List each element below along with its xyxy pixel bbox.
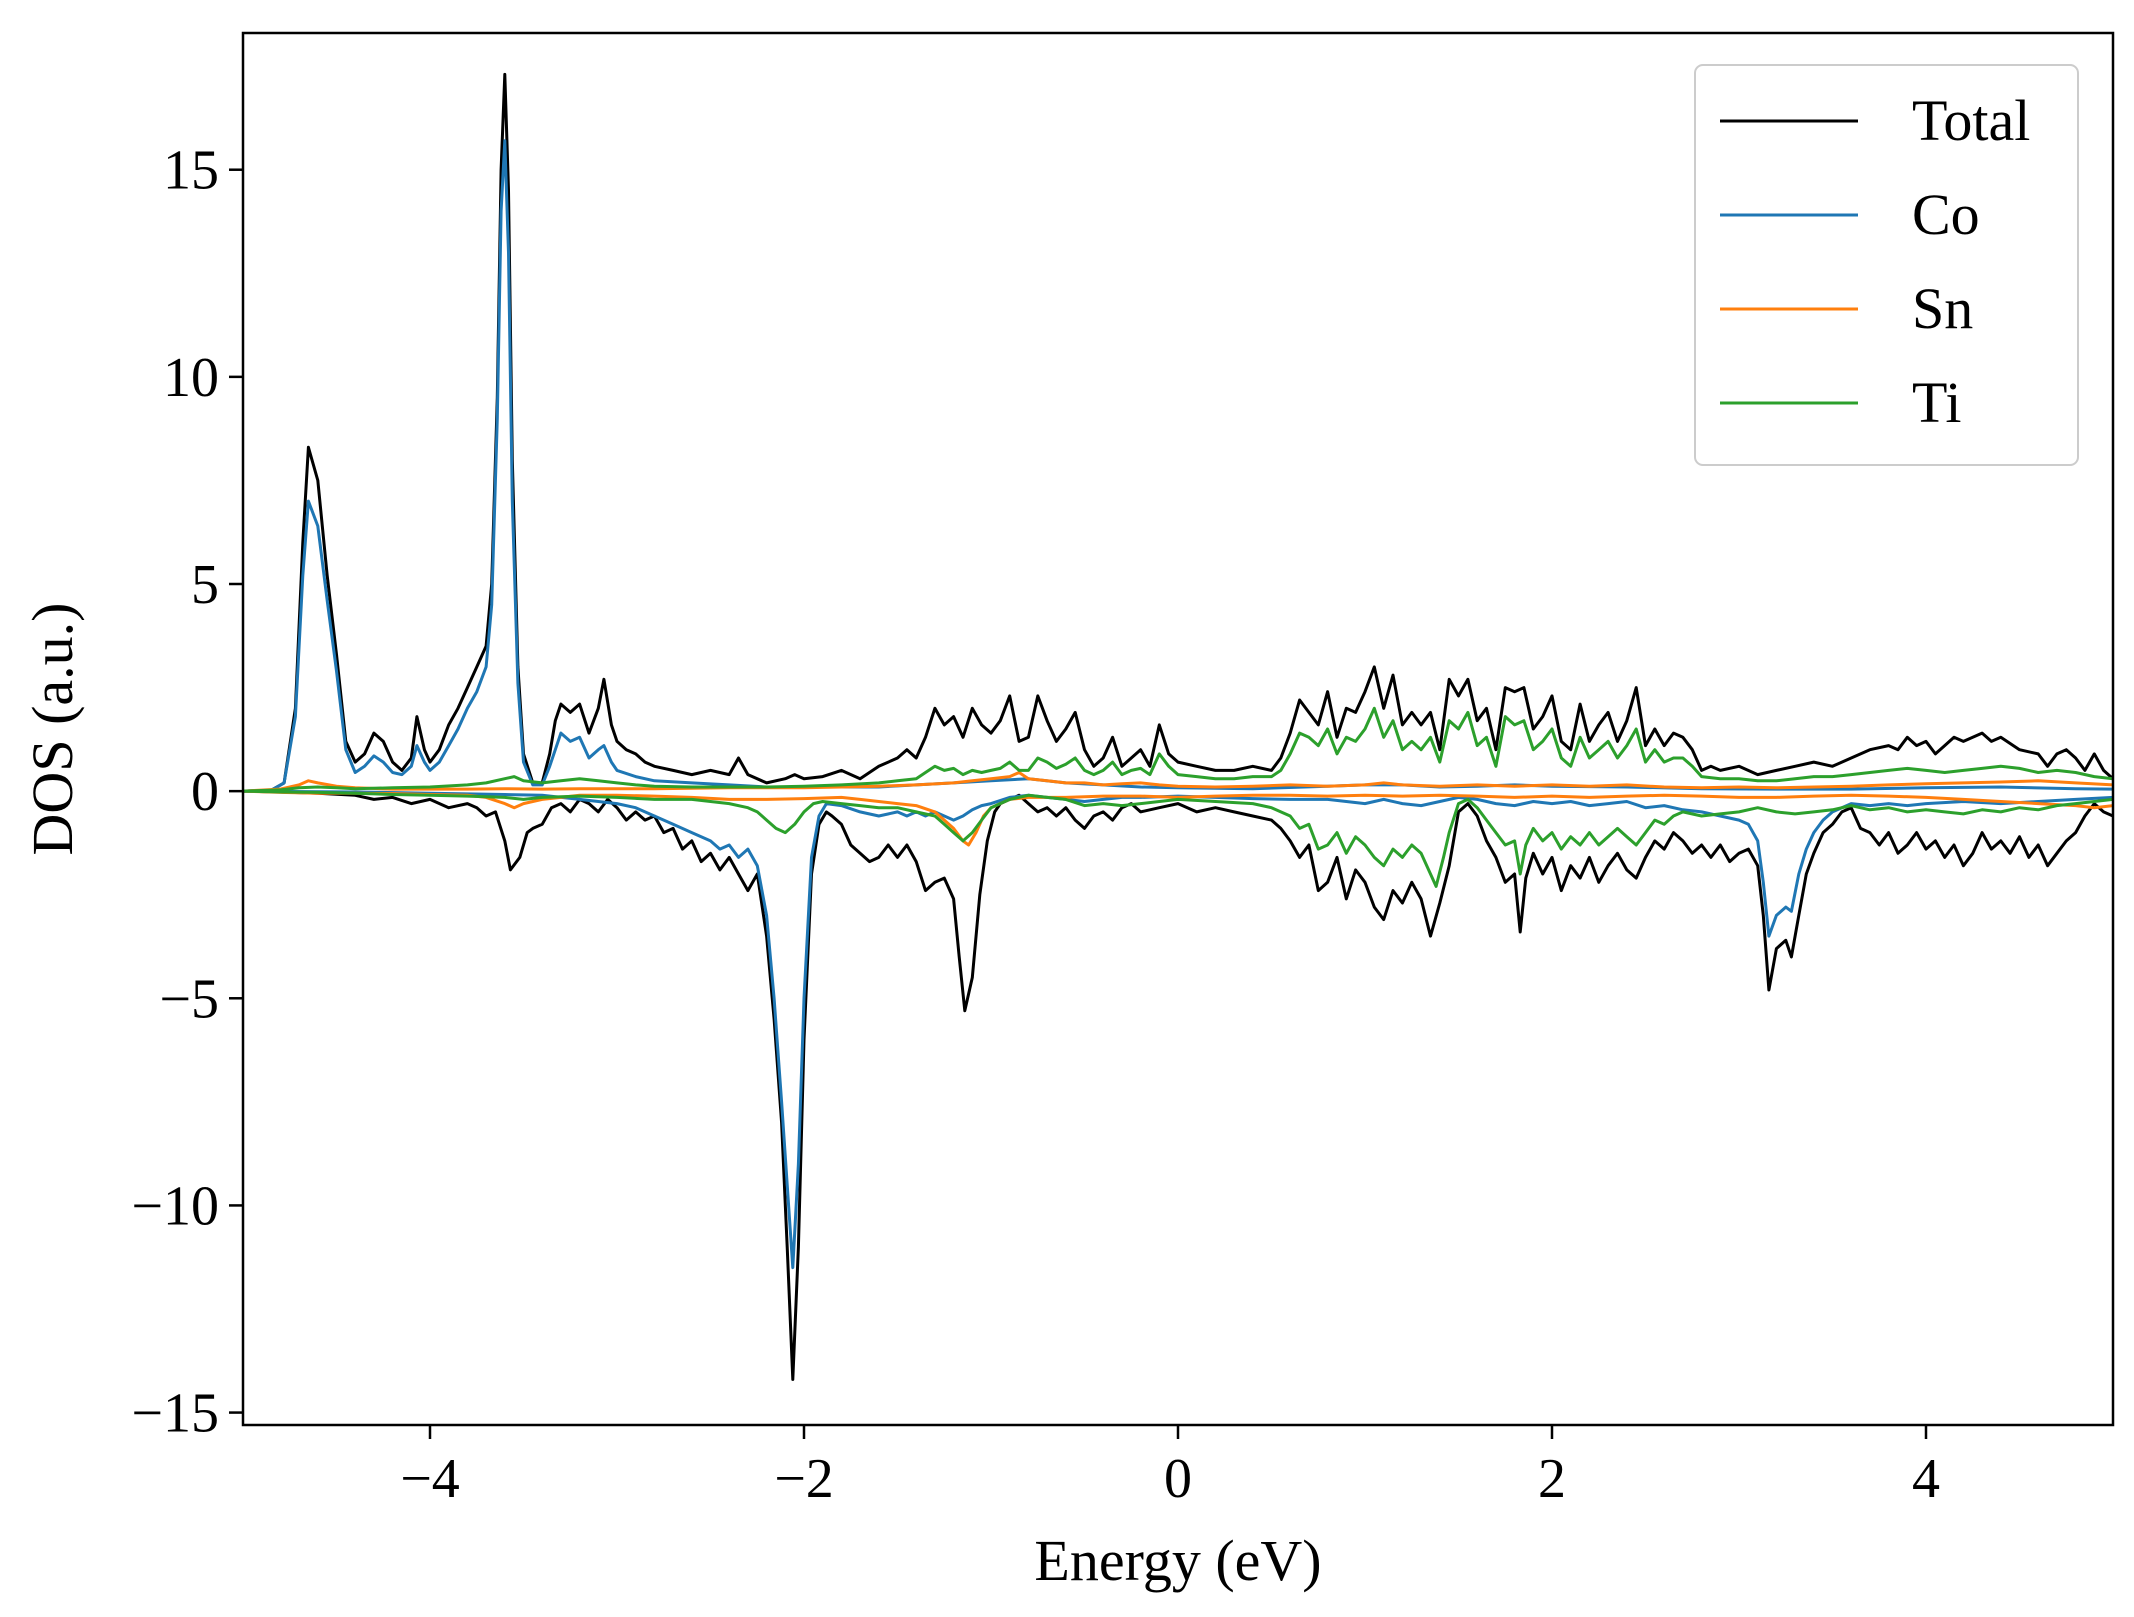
x-tick-label: −4 <box>400 1448 460 1510</box>
series-line-total-spin-up <box>243 72 2113 793</box>
y-tick-label: 10 <box>163 347 219 409</box>
series-line-total-spin-down <box>243 789 2113 1381</box>
legend-label-sn: Sn <box>1912 276 1973 341</box>
legend-label-total: Total <box>1912 88 2030 153</box>
series-line-sn-spin-up <box>243 771 2113 793</box>
legend: Total Co Sn Ti <box>1694 64 2079 466</box>
series-layer <box>243 72 2113 1381</box>
legend-label-co: Co <box>1912 182 1980 247</box>
x-tick-label: −2 <box>774 1448 834 1510</box>
series-line-ti-spin-up <box>243 706 2113 793</box>
legend-label-ti: Ti <box>1912 370 1962 435</box>
series-line-ti-spin-down <box>243 789 2113 888</box>
x-tick-label: 4 <box>1912 1448 1940 1510</box>
y-tick-label: −5 <box>159 968 219 1030</box>
y-axis: −15 −10 −5 0 5 10 15 <box>131 140 243 1445</box>
y-tick-label: −15 <box>131 1383 219 1445</box>
y-tick-label: 15 <box>163 140 219 202</box>
x-tick-label: 0 <box>1164 1448 1192 1510</box>
y-tick-label: 0 <box>191 761 219 823</box>
legend-box <box>1694 64 2079 466</box>
x-tick-label: 2 <box>1538 1448 1566 1510</box>
y-axis-label: DOS (a.u.) <box>20 603 85 856</box>
y-tick-label: 5 <box>191 554 219 616</box>
x-axis: −4 −2 0 2 4 <box>400 1425 1940 1510</box>
x-axis-label: Energy (eV) <box>1034 1528 1321 1593</box>
y-tick-label: −10 <box>131 1175 219 1237</box>
